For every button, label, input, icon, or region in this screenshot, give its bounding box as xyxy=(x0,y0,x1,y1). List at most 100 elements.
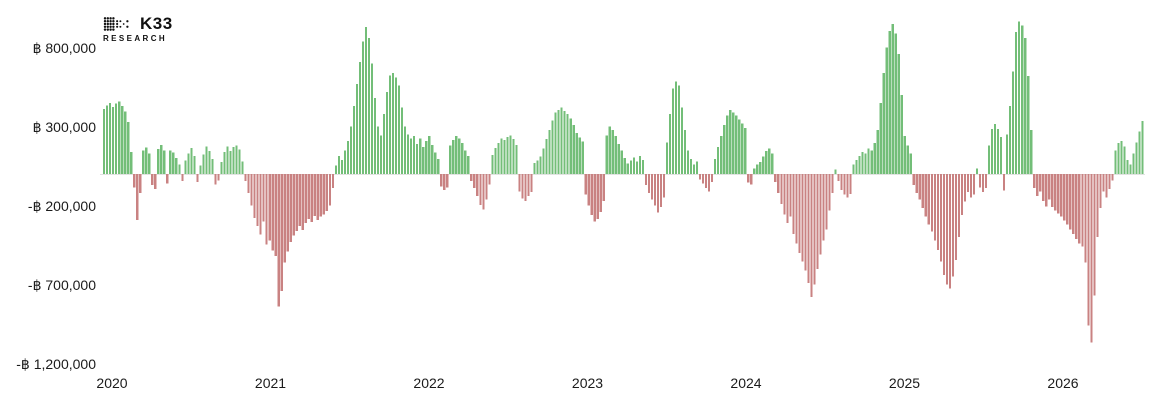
bar xyxy=(404,126,407,174)
bar xyxy=(154,174,157,190)
bar xyxy=(1018,21,1021,175)
bar xyxy=(717,147,720,174)
bar xyxy=(295,174,298,231)
bar xyxy=(578,137,581,174)
bar xyxy=(780,174,783,205)
bar xyxy=(825,174,828,230)
bar xyxy=(431,144,434,174)
bar xyxy=(211,158,214,174)
bar xyxy=(346,140,350,174)
bar xyxy=(515,144,518,174)
bar xyxy=(256,174,259,227)
bar xyxy=(1138,131,1141,174)
bar xyxy=(220,162,223,174)
bar xyxy=(452,140,455,174)
bar xyxy=(488,174,491,185)
bar xyxy=(671,88,675,174)
bar xyxy=(1081,174,1084,247)
x-tick-label: 2021 xyxy=(254,375,287,391)
bar xyxy=(467,155,470,174)
bar xyxy=(545,139,548,174)
bar xyxy=(313,174,316,216)
bar xyxy=(202,154,205,174)
bar xyxy=(614,136,617,174)
bar xyxy=(978,174,982,188)
bar xyxy=(289,174,292,242)
bar xyxy=(1120,140,1123,174)
bar xyxy=(915,174,918,193)
bar xyxy=(692,164,696,174)
bar xyxy=(930,174,933,232)
bar xyxy=(753,168,756,174)
bar xyxy=(1012,71,1015,174)
bar xyxy=(548,129,551,174)
bar xyxy=(948,174,952,289)
bar xyxy=(485,174,488,200)
bar xyxy=(620,150,623,174)
bar xyxy=(1039,174,1042,192)
bar xyxy=(951,174,955,277)
bar xyxy=(1054,174,1057,211)
bar xyxy=(443,174,446,190)
bar xyxy=(247,174,250,193)
bar xyxy=(157,149,160,174)
bar xyxy=(364,27,368,175)
bar xyxy=(1060,174,1063,217)
bar xyxy=(352,106,356,174)
bar xyxy=(1141,121,1144,174)
bar xyxy=(723,125,726,174)
bar xyxy=(783,174,786,215)
bar xyxy=(397,85,401,174)
bar xyxy=(292,174,295,236)
bar xyxy=(939,174,942,262)
bar xyxy=(662,174,666,198)
bar xyxy=(400,107,404,174)
bar xyxy=(1114,150,1117,174)
bar xyxy=(927,174,930,225)
bar xyxy=(665,142,669,174)
bar xyxy=(1024,38,1027,175)
bar xyxy=(527,174,530,197)
bar xyxy=(738,119,741,174)
bar xyxy=(822,174,825,241)
bar xyxy=(265,174,268,245)
bar xyxy=(966,174,970,193)
bar xyxy=(705,174,708,189)
bar xyxy=(458,138,461,174)
bar xyxy=(476,174,479,197)
bar xyxy=(804,174,807,271)
bar xyxy=(918,174,921,200)
bar xyxy=(602,174,605,201)
bar xyxy=(563,110,566,174)
bar xyxy=(253,174,256,218)
bar xyxy=(840,174,843,190)
bar xyxy=(1123,146,1126,174)
bar xyxy=(1036,174,1039,197)
bar xyxy=(834,169,837,174)
bar xyxy=(367,38,371,175)
bar xyxy=(136,174,139,220)
bar xyxy=(542,148,545,174)
bar xyxy=(795,174,798,244)
bar xyxy=(575,132,578,174)
bar xyxy=(1006,134,1009,174)
bar xyxy=(750,174,753,185)
bar xyxy=(1030,129,1033,174)
bar xyxy=(801,174,804,262)
bar xyxy=(1084,174,1087,263)
bar xyxy=(244,174,247,182)
bar xyxy=(936,174,939,250)
bar xyxy=(683,129,687,174)
bar xyxy=(331,174,334,189)
bar xyxy=(726,115,729,174)
bar xyxy=(852,164,855,174)
bar xyxy=(385,91,389,174)
bar xyxy=(103,109,106,174)
bar xyxy=(957,174,961,238)
bar xyxy=(566,113,569,174)
bar xyxy=(1021,25,1024,175)
bar xyxy=(993,124,997,174)
bar xyxy=(196,174,199,182)
bar xyxy=(650,174,654,200)
bar xyxy=(1045,174,1048,207)
